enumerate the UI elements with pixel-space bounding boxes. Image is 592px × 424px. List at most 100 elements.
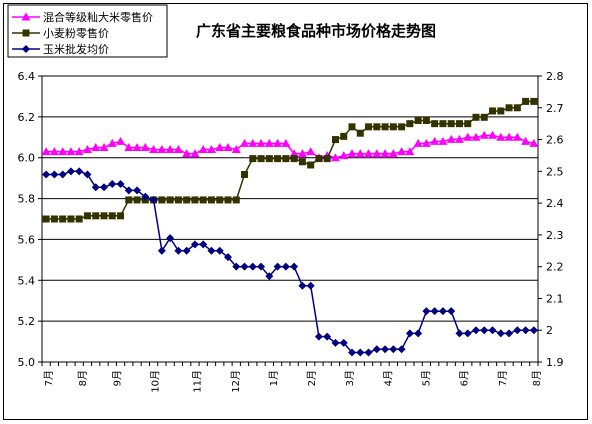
- data-point: [364, 149, 374, 158]
- data-point: [22, 45, 30, 53]
- data-point: [199, 196, 207, 204]
- data-point: [356, 348, 365, 357]
- data-point: [431, 120, 439, 128]
- data-point: [191, 196, 199, 204]
- data-point: [479, 130, 489, 139]
- data-point: [389, 123, 397, 131]
- right-tick-label: 1.9: [546, 356, 564, 369]
- data-point: [455, 120, 463, 128]
- data-point: [108, 180, 117, 189]
- data-point: [82, 145, 92, 154]
- data-point: [471, 132, 481, 141]
- data-point: [182, 149, 192, 158]
- left-tick-label: 5.8: [18, 193, 36, 206]
- data-point: [480, 326, 489, 335]
- data-point: [21, 12, 31, 21]
- x-tick-label: 8月: [77, 370, 89, 386]
- data-point: [249, 155, 257, 163]
- data-point: [306, 147, 316, 156]
- data-point: [273, 262, 282, 271]
- data-point: [207, 246, 216, 255]
- data-point: [265, 272, 274, 281]
- data-point: [83, 212, 91, 220]
- legend-label: 混合等级籼大米零售价: [43, 10, 153, 24]
- x-tick-label: 9月: [112, 370, 124, 386]
- x-tick-label: 6月: [459, 370, 471, 386]
- data-point: [438, 136, 448, 145]
- data-point: [522, 97, 530, 105]
- data-point: [496, 132, 506, 141]
- data-point: [496, 329, 505, 338]
- data-point: [414, 116, 422, 124]
- data-point: [381, 123, 389, 131]
- data-point: [331, 338, 340, 347]
- data-point: [330, 153, 340, 162]
- data-point: [298, 281, 307, 290]
- left-tick-label: 6.2: [18, 111, 36, 124]
- right-tick-label: 2: [546, 324, 553, 337]
- data-point: [281, 262, 290, 271]
- data-point: [41, 147, 51, 156]
- right-tick-label: 2.7: [546, 102, 564, 115]
- data-point: [215, 143, 225, 151]
- data-point: [183, 196, 191, 204]
- data-point: [455, 329, 464, 338]
- data-point: [281, 138, 291, 147]
- data-point: [199, 240, 208, 249]
- data-point: [224, 196, 232, 204]
- data-point: [290, 155, 298, 163]
- data-point: [108, 212, 116, 220]
- data-point: [297, 149, 307, 158]
- x-tick-label: 7月: [43, 370, 55, 386]
- data-point: [513, 326, 522, 335]
- data-point: [381, 345, 390, 354]
- legend-label: 玉米批发均价: [43, 42, 109, 56]
- data-point: [198, 145, 208, 154]
- data-point: [223, 143, 233, 151]
- left-tick-label: 6.0: [18, 152, 36, 165]
- data-point: [364, 348, 373, 357]
- data-point: [430, 136, 440, 145]
- data-point: [166, 234, 175, 243]
- data-point: [158, 196, 166, 204]
- data-point: [438, 307, 447, 316]
- data-point: [356, 129, 364, 137]
- data-point: [512, 132, 522, 141]
- data-point: [190, 240, 199, 249]
- right-tick-label: 2.2: [546, 261, 564, 274]
- data-point: [133, 196, 141, 204]
- data-point: [125, 196, 133, 204]
- data-point: [355, 149, 365, 158]
- data-point: [274, 155, 282, 163]
- data-point: [282, 155, 290, 163]
- left-tick-label: 5.6: [18, 233, 36, 246]
- x-tick-label: 2月: [306, 370, 318, 386]
- data-point: [314, 332, 323, 341]
- data-point: [472, 113, 480, 121]
- data-point: [66, 147, 76, 156]
- data-point: [75, 215, 83, 223]
- data-point: [373, 123, 381, 131]
- chart-title: 广东省主要粮食品种市场价格走势图: [196, 22, 436, 40]
- data-point: [141, 192, 150, 201]
- left-tick-label: 6.4: [18, 70, 36, 83]
- right-tick-label: 2.1: [546, 292, 564, 305]
- data-point: [174, 196, 182, 204]
- data-point: [406, 120, 414, 128]
- x-tick-label: 3月: [344, 370, 356, 386]
- data-point: [58, 147, 68, 156]
- legend-label: 小麦粉零售价: [43, 26, 109, 40]
- data-point: [405, 329, 414, 338]
- series-3: [42, 167, 538, 357]
- data-point: [521, 136, 531, 145]
- data-point: [240, 262, 249, 271]
- legend-item: 玉米批发均价: [12, 42, 109, 56]
- data-point: [529, 138, 539, 147]
- data-point: [398, 123, 406, 131]
- x-tick-label: 1月: [268, 370, 280, 386]
- data-point: [489, 107, 497, 115]
- data-point: [397, 345, 406, 354]
- data-point: [100, 212, 108, 220]
- data-point: [421, 138, 431, 147]
